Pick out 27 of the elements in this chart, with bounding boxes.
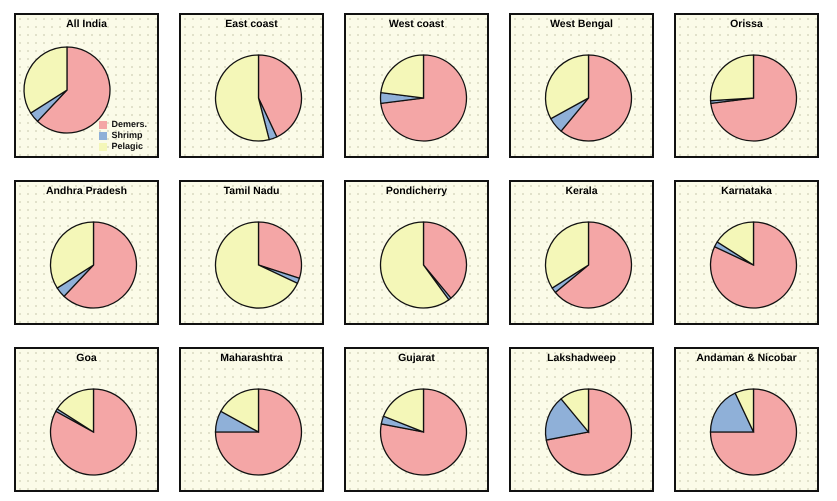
chart-title: Maharashtra	[219, 352, 284, 364]
legend-label: Pelagic	[111, 141, 143, 151]
chart-title: East coast	[224, 18, 279, 30]
legend-label: Shrimp	[111, 130, 142, 140]
pie-slice	[710, 221, 798, 309]
pie-slice	[710, 388, 798, 476]
pie-slice	[380, 388, 468, 476]
legend-label: Demers.	[111, 119, 147, 129]
chart-title: Kerala	[564, 185, 599, 197]
chart-title: Andhra Pradesh	[44, 185, 128, 197]
pie-slice	[50, 388, 138, 476]
chart-title: Tamil Nadu	[222, 185, 280, 197]
pie-slice	[380, 54, 468, 142]
chart-title: Karnataka	[720, 185, 773, 197]
chart-title: West coast	[388, 18, 446, 30]
pie-slice	[214, 388, 302, 476]
pie-slice	[546, 388, 632, 476]
chart-title: Lakshadweep	[546, 352, 617, 364]
chart-title: Pondicherry	[384, 185, 448, 197]
pie-slice	[214, 221, 298, 309]
chart-title: West Bengal	[549, 18, 614, 30]
chart-title: Gujarat	[397, 352, 436, 364]
chart-title: All India	[65, 18, 108, 30]
chart-title: Goa	[75, 352, 98, 364]
chart-title: Andaman & Nicobar	[695, 352, 798, 364]
pie-slice	[710, 54, 798, 142]
chart-title: Orissa	[729, 18, 764, 30]
